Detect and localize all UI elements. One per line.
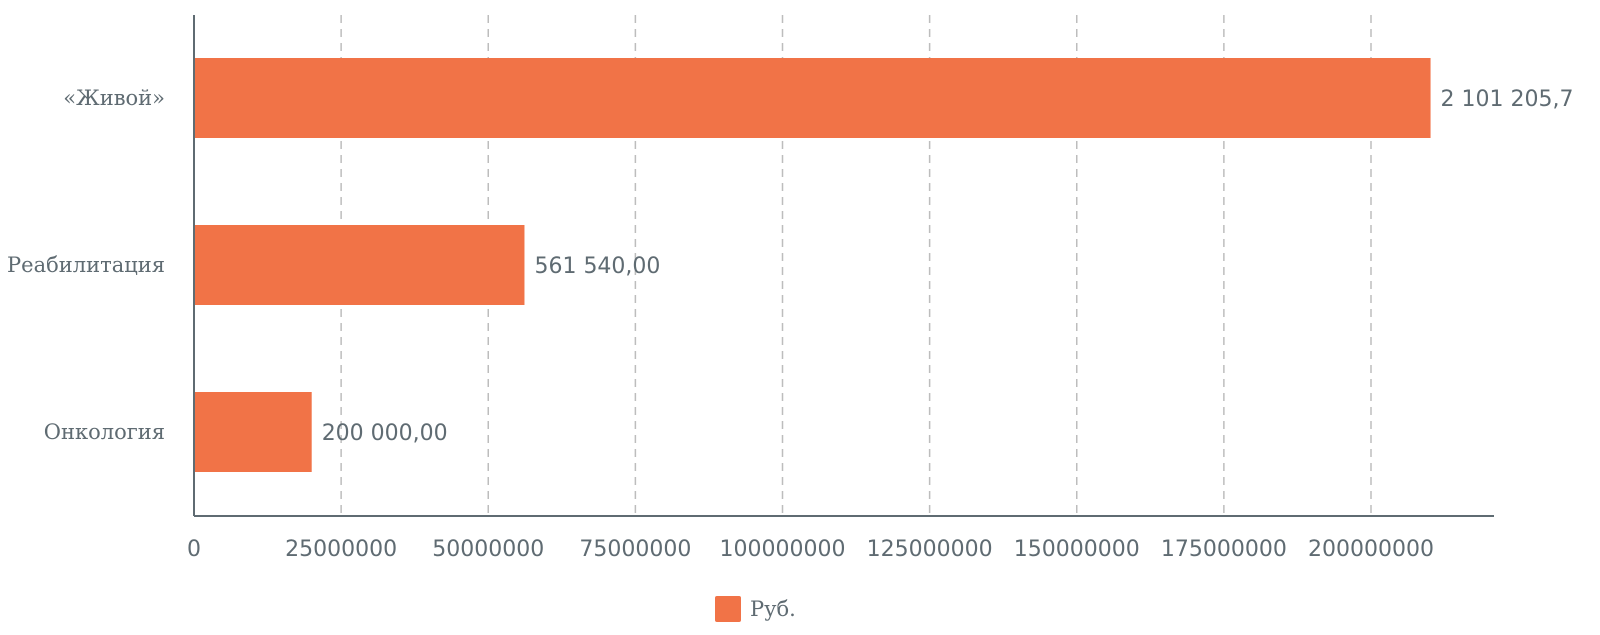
labels: 0 25000000 50000000 75000000 100000000 125000… [7, 86, 1573, 562]
x-tick-label: 100000000 [720, 537, 846, 562]
x-tick-label: 25000000 [285, 537, 397, 562]
axes [193, 15, 1494, 517]
legend-swatch [715, 596, 741, 622]
x-tick-label: 125000000 [867, 537, 993, 562]
legend: Руб. [715, 596, 796, 622]
category-label: Реабилитация [7, 253, 165, 277]
x-tick-label: 0 [187, 537, 201, 562]
category-label: «Живой» [63, 86, 165, 110]
x-tick-label: 200000000 [1308, 537, 1434, 562]
data-label: 200 000,00 [322, 421, 448, 446]
bar [194, 392, 312, 472]
x-tick-label: 175000000 [1161, 537, 1287, 562]
bars [194, 58, 1431, 472]
legend-label: Руб. [750, 597, 796, 621]
category-label: Онкология [44, 420, 165, 444]
x-tick-label: 75000000 [579, 537, 691, 562]
x-tick-label: 150000000 [1014, 537, 1140, 562]
data-label: 2 101 205,7 [1441, 87, 1574, 112]
bar [194, 225, 525, 305]
data-label: 561 540,00 [534, 254, 660, 279]
bar [194, 58, 1431, 138]
x-tick-label: 50000000 [432, 537, 544, 562]
